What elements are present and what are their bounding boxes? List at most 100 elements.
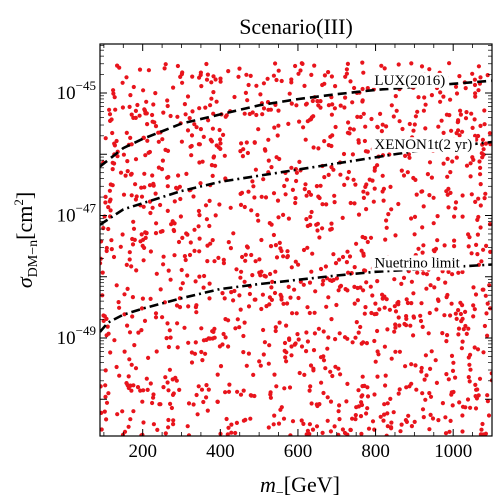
scatter-point — [192, 248, 197, 253]
scatter-point — [103, 383, 108, 388]
scatter-point — [273, 328, 278, 334]
scatter-point — [345, 61, 350, 66]
scatter-point — [191, 402, 196, 407]
scatter-point — [232, 94, 237, 100]
scatter-point — [285, 249, 290, 254]
scatter-point — [412, 232, 417, 237]
scatter-point — [464, 163, 470, 168]
scatter-point — [473, 133, 478, 138]
scatter-point — [131, 383, 136, 388]
scatter-point — [449, 353, 455, 358]
scatter-point — [466, 375, 471, 380]
scatter-point — [201, 338, 206, 343]
scatter-point — [264, 304, 269, 309]
scatter-point — [431, 221, 436, 226]
scatter-point — [413, 363, 418, 368]
scatter-point — [356, 212, 362, 217]
scatter-point — [364, 207, 369, 212]
scatter-point — [199, 349, 204, 355]
scatter-point — [471, 157, 476, 162]
scatter-point — [272, 372, 277, 377]
scatter-point — [432, 285, 437, 290]
scatter-point — [165, 184, 170, 189]
scatter-point — [134, 268, 139, 273]
scatter-point — [468, 174, 473, 179]
scatter-point — [296, 262, 301, 267]
scatter-point — [178, 196, 183, 202]
scatter-point — [382, 412, 387, 417]
scatter-point — [268, 271, 273, 277]
scatter-point — [128, 417, 133, 422]
scatter-point — [445, 156, 450, 161]
scatter-point — [375, 163, 380, 168]
scatter-point — [419, 301, 424, 306]
scatter-point — [290, 187, 295, 192]
scatter-point — [153, 191, 158, 196]
scatter-point — [353, 182, 358, 187]
scatter-point — [330, 102, 335, 107]
scatter-point — [351, 177, 356, 182]
scatter-point — [423, 397, 428, 402]
scatter-point — [352, 85, 357, 91]
scatter-point — [274, 384, 279, 389]
scatter-point — [320, 282, 325, 287]
scatter-point — [423, 126, 428, 131]
scatter-point — [139, 185, 144, 190]
scatter-point — [141, 204, 146, 209]
scatter-point — [302, 187, 307, 192]
scatter-point — [376, 352, 381, 357]
scatter-point — [183, 257, 188, 263]
scatter-point — [362, 311, 367, 316]
scatter-point — [260, 292, 265, 297]
scatter-point — [369, 116, 374, 122]
curve-labels: LUX(2016) XENON1t(2 yr) Nuetrino limit — [371, 72, 476, 271]
scatter-point — [100, 410, 104, 415]
scatter-point — [350, 152, 355, 157]
scatter-point — [485, 399, 490, 404]
scatter-point — [303, 182, 308, 187]
scatter-point — [189, 153, 194, 158]
scatter-point — [215, 372, 220, 377]
scatter-point — [283, 192, 288, 197]
scatter-point — [229, 290, 234, 295]
scatter-point — [286, 216, 291, 221]
scatter-point — [238, 307, 243, 312]
scatter-point — [268, 395, 273, 400]
scatter-point — [207, 296, 212, 301]
scatter-point — [425, 172, 430, 177]
scatter-point — [333, 337, 338, 342]
scatter-point — [234, 420, 239, 425]
scatter-point — [420, 250, 425, 255]
scatter-point — [409, 301, 414, 306]
scatter-point — [422, 377, 427, 382]
scatter-point — [257, 257, 262, 262]
scatter-point — [407, 121, 412, 127]
scatter-point — [109, 238, 114, 243]
scatter-point — [326, 172, 331, 177]
scatter-point — [321, 329, 326, 334]
scatter-point — [453, 206, 458, 211]
scatter-point — [284, 177, 289, 182]
scatter-point — [326, 70, 331, 75]
scatter-point — [178, 214, 183, 219]
scatter-point — [139, 306, 145, 311]
scatter-point — [448, 313, 453, 318]
scatter-point — [478, 432, 483, 436]
scatter-point — [399, 168, 404, 173]
scatter-point — [453, 200, 459, 205]
scatter-point — [373, 359, 378, 364]
scatter-point — [239, 141, 244, 146]
scatter-point — [446, 269, 451, 274]
scatter-point — [192, 351, 198, 356]
scatter-point — [316, 146, 321, 151]
scatter-point — [287, 385, 293, 390]
scatter-point — [469, 192, 474, 197]
scatter-point — [218, 364, 224, 369]
scatter-point — [316, 103, 321, 108]
scatter-point — [201, 134, 206, 139]
scatter-point — [385, 401, 390, 406]
scatter-point — [318, 183, 323, 188]
scatter-point — [423, 353, 428, 358]
scatter-point — [201, 285, 206, 290]
scatter-point — [445, 333, 450, 338]
